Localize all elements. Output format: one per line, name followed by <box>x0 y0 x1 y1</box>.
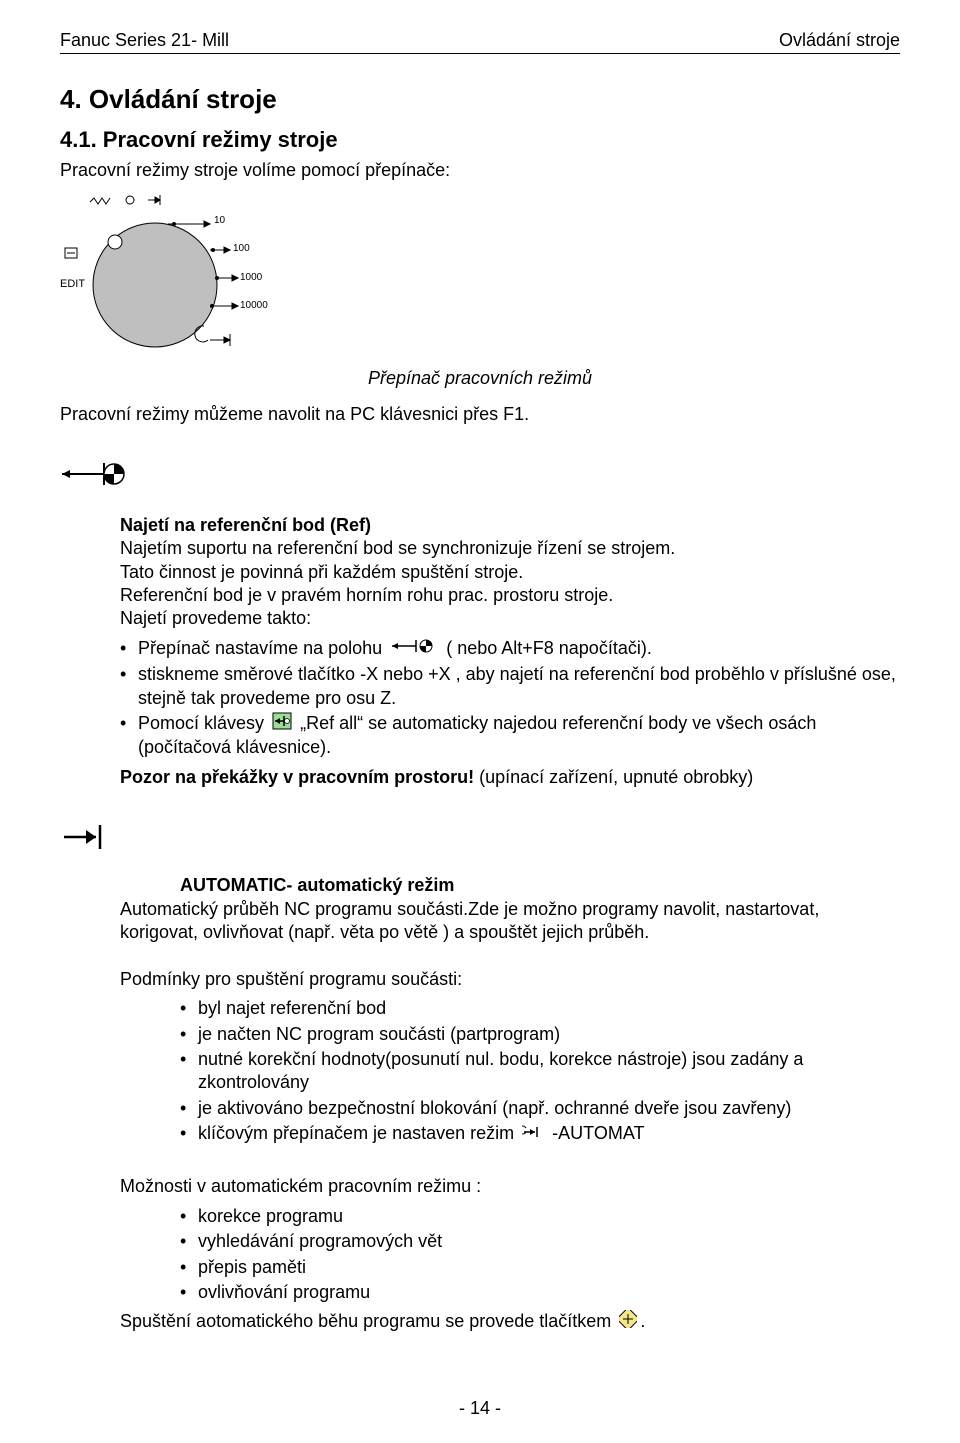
ref-bullet-1: • Přepínač nastavíme na polohu ( <box>120 637 900 661</box>
auto-p1: Automatický průběh NC programu součásti.… <box>120 898 900 945</box>
auto-o1: •korekce programu <box>180 1205 900 1228</box>
auto-c4-text: je aktivováno bezpečnostní blokování (na… <box>198 1097 791 1120</box>
auto-o2-text: vyhledávání programových vět <box>198 1230 442 1253</box>
ref-bullet-3: • Pomocí klávesy „Ref all“ se automatick… <box>120 712 900 760</box>
auto-run-b: . <box>640 1311 645 1331</box>
auto-o3-text: přepis paměti <box>198 1256 306 1279</box>
section-4-1-intro: Pracovní režimy stroje volíme pomocí pře… <box>60 159 900 182</box>
ref-warn-a: Pozor na překážky v pracovním prostoru! <box>120 767 474 787</box>
header-right: Ovládání stroje <box>779 30 900 51</box>
auto-c4: •je aktivováno bezpečnostní blokování (n… <box>180 1097 900 1120</box>
auto-o4-text: ovlivňování programu <box>198 1281 370 1304</box>
auto-opts-head: Možnosti v automatickém pracovním režimu… <box>120 1175 900 1198</box>
auto-c1-text: byl najet referenční bod <box>198 997 386 1020</box>
auto-run-line: Spuštění aotomatického běhu programu se … <box>120 1310 900 1334</box>
ref-p2: Tato činnost je povinná při každém spušt… <box>120 561 900 584</box>
ref-title: Najetí na referenční bod (Ref) <box>120 514 900 537</box>
auto-o1-text: korekce programu <box>198 1205 343 1228</box>
after-figure-text: Pracovní režimy můžeme navolit na PC klá… <box>60 403 900 426</box>
auto-o4: •ovlivňování programu <box>180 1281 900 1304</box>
ref-all-key-icon <box>272 712 292 736</box>
auto-c5-a: klíčovým přepínačem je nastaven režim <box>198 1123 514 1143</box>
reference-point-icon <box>60 451 900 502</box>
dial-label-10: 10 <box>214 215 225 226</box>
bullet-dot: • <box>120 637 138 661</box>
auto-c2: •je načten NC program součásti (partprog… <box>180 1023 900 1046</box>
page-title: 4. Ovládání stroje <box>60 84 900 115</box>
auto-c3-text: nutné korekční hodnoty(posunutí nul. bod… <box>198 1048 900 1095</box>
page-header: Fanuc Series 21- Mill Ovládání stroje <box>60 30 900 54</box>
auto-c3: •nutné korekční hodnoty(posunutí nul. bo… <box>180 1048 900 1095</box>
bullet-dot: • <box>120 712 138 760</box>
auto-c5-b: -AUTOMAT <box>552 1123 644 1143</box>
ref-p3: Referenční bod je v pravém horním rohu p… <box>120 584 900 607</box>
ref-b3-a: Pomocí klávesy <box>138 713 264 733</box>
automatic-mode-icon <box>60 819 900 860</box>
dial-label-10000: 10000 <box>240 300 268 311</box>
auto-o2: •vyhledávání programových vět <box>180 1230 900 1253</box>
ref-b1-a: Přepínač nastavíme na polohu <box>138 638 382 658</box>
dial-label-edit: EDIT <box>60 278 85 290</box>
mode-selector-caption: Přepínač pracovních režimů <box>60 368 900 389</box>
auto-run-a: Spuštění aotomatického běhu programu se … <box>120 1311 611 1331</box>
automatic-small-icon <box>522 1123 544 1146</box>
bullet-dot: • <box>120 663 138 710</box>
auto-c1: •byl najet referenční bod <box>180 997 900 1020</box>
ref-warn-b: (upínací zařízení, upnuté obrobky) <box>474 767 753 787</box>
ref-p1: Najetím suportu na referenční bod se syn… <box>120 537 900 560</box>
ref-b1-b: ( nebo Alt+F8 napočítači). <box>446 638 652 658</box>
section-4-1-heading: 4.1. Pracovní režimy stroje <box>60 127 900 153</box>
header-left: Fanuc Series 21- Mill <box>60 30 229 51</box>
mode-selector-dial-icon <box>60 190 270 360</box>
page-number: - 14 - <box>0 1398 960 1419</box>
ref-b2: stiskneme směrové tlačítko -X nebo +X , … <box>138 663 900 710</box>
auto-title: AUTOMATIC- automatický režim <box>180 874 900 897</box>
auto-o3: •přepis paměti <box>180 1256 900 1279</box>
auto-cond-head: Podmínky pro spuštění programu součásti: <box>120 968 900 991</box>
ref-warning: Pozor na překážky v pracovním prostoru! … <box>120 766 900 789</box>
dial-label-100: 100 <box>233 243 250 254</box>
auto-c2-text: je načten NC program součásti (partprogr… <box>198 1023 560 1046</box>
mode-selector-figure: 10 100 1000 10000 EDIT <box>60 190 900 360</box>
ref-arrow-inline-icon <box>390 637 438 661</box>
auto-c5: • klíčovým přepínačem je nastaven režim … <box>180 1122 900 1146</box>
ref-p4: Najetí provedeme takto: <box>120 607 900 630</box>
cycle-start-button-icon <box>619 1310 637 1334</box>
dial-label-1000: 1000 <box>240 272 262 283</box>
ref-bullet-2: • stiskneme směrové tlačítko -X nebo +X … <box>120 663 900 710</box>
